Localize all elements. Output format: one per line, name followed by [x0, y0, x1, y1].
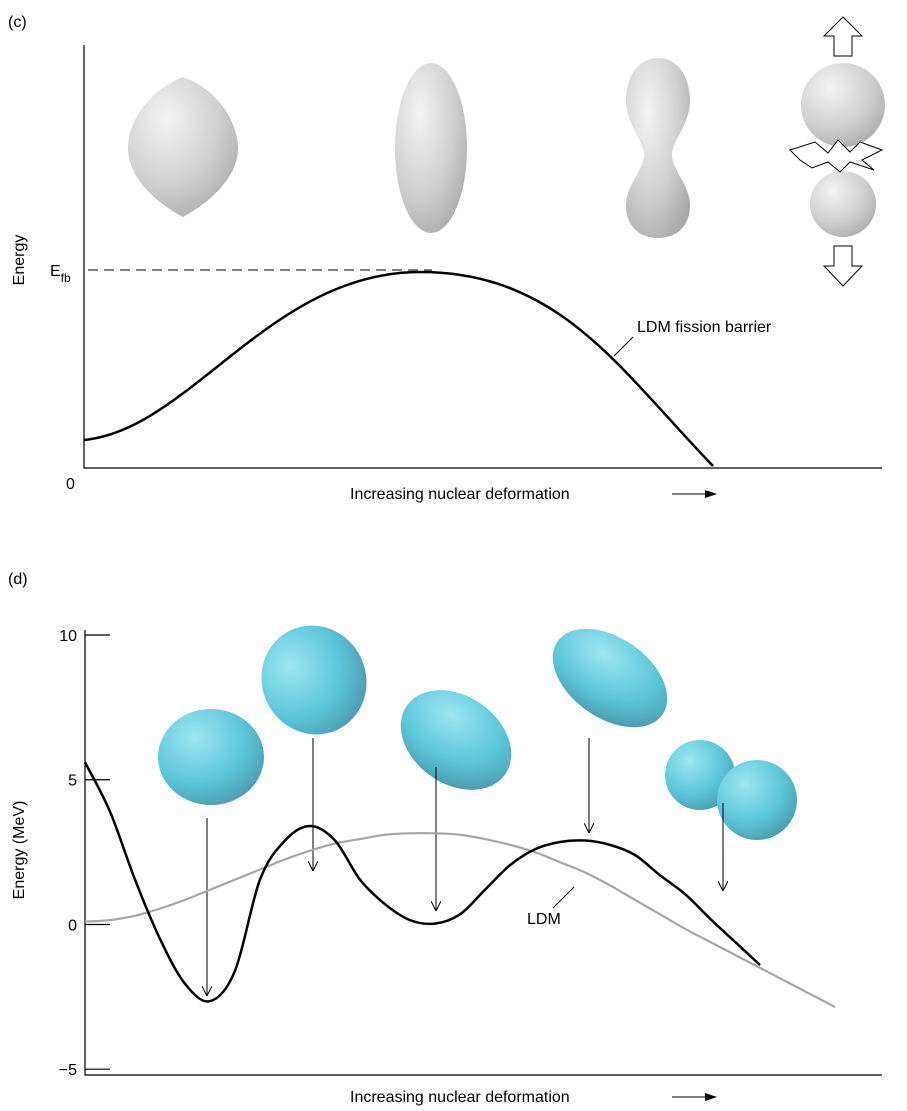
barrier-label: Efb: [50, 263, 71, 285]
panel-c: (c) Energy 0 Efb LDM fission barrier Inc…: [8, 14, 885, 503]
y-axis-label: Energy (MeV): [11, 801, 28, 900]
nucleus-shape: [665, 740, 735, 810]
y-tick-label: 0: [68, 917, 77, 934]
burst: [789, 139, 884, 173]
annotation: LDM: [527, 911, 561, 928]
panel-label: (c): [8, 14, 27, 31]
y-tick-label: 5: [68, 773, 77, 790]
fragment: [801, 63, 885, 147]
nucleus-shape: [158, 709, 264, 805]
nucleus-shape: [128, 77, 238, 217]
nucleus-shape: [261, 625, 367, 735]
up-arrow: [822, 16, 864, 57]
leader: [613, 336, 634, 357]
nucleus-shape: [400, 690, 512, 790]
barrier-label-main: E: [50, 263, 61, 280]
series-line: [83, 761, 761, 1003]
panel-d: (d) Energy (MeV) Increasing nuclear defo…: [8, 571, 882, 1106]
axes: [83, 45, 882, 469]
barrier-curve: [83, 270, 714, 467]
panel-label: (d): [8, 571, 28, 588]
down-arrow: [822, 245, 864, 287]
axes: [84, 630, 882, 1076]
nucleus-shape: [395, 63, 467, 233]
x-axis-label: Increasing nuclear deformation: [350, 486, 570, 503]
nucleus-shape: [626, 58, 690, 238]
y-axis-label: Energy: [11, 235, 28, 286]
curve-label: LDM fission barrier: [637, 319, 772, 336]
leader: [552, 886, 575, 909]
x-axis-label: Increasing nuclear deformation: [350, 1089, 570, 1106]
barrier-label-sub: fb: [61, 271, 71, 285]
nucleus-shape: [552, 628, 668, 728]
series-line: [84, 832, 836, 1008]
y-tick-label: −5: [59, 1062, 77, 1079]
origin-label: 0: [66, 476, 75, 493]
y-tick-label: 10: [59, 628, 77, 645]
nucleus-shape: [717, 760, 797, 840]
fragment: [810, 171, 876, 237]
